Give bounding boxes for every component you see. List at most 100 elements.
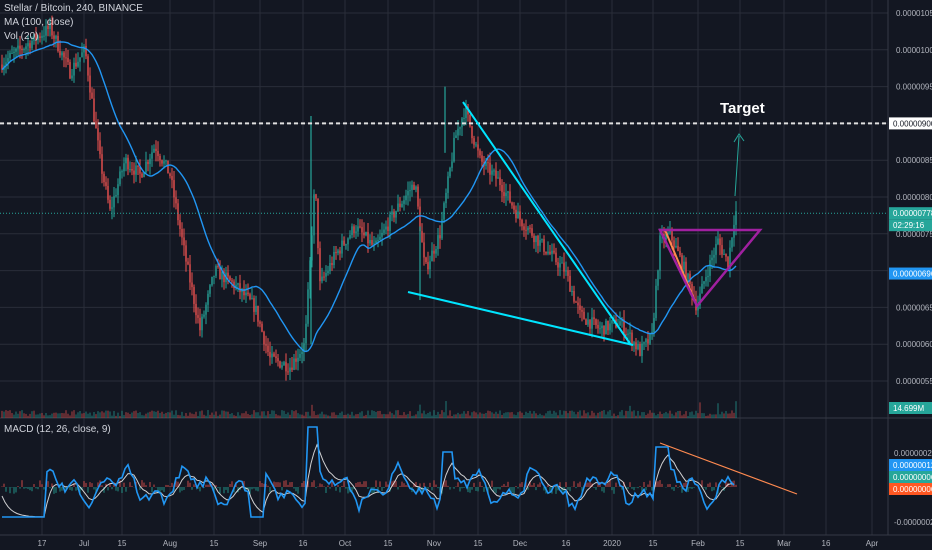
macd-hist-bar bbox=[557, 487, 559, 491]
volume-bar bbox=[329, 415, 331, 418]
macd-hist-bar bbox=[71, 487, 73, 491]
volume-bar bbox=[647, 413, 649, 418]
volume-bar bbox=[213, 414, 215, 418]
macd-hist-bar bbox=[483, 487, 485, 492]
macd-hist-bar bbox=[633, 487, 635, 491]
candle-body bbox=[57, 35, 59, 51]
volume-bar bbox=[57, 413, 59, 418]
volume-bar bbox=[669, 410, 671, 418]
candle-body bbox=[315, 194, 317, 199]
macd-hist-bar bbox=[187, 480, 189, 487]
volume-bar bbox=[557, 415, 559, 418]
macd-hist-bar bbox=[705, 487, 707, 490]
candle-body bbox=[713, 254, 715, 258]
macd-hist-bar bbox=[689, 487, 691, 489]
macd-hist-bar bbox=[515, 486, 517, 487]
macd-hist-bar bbox=[567, 487, 569, 490]
macd-hist-bar bbox=[499, 487, 501, 490]
volume-bar bbox=[223, 410, 225, 418]
macd-hist-bar bbox=[495, 487, 497, 494]
candle-body bbox=[507, 191, 509, 193]
candle-body bbox=[95, 121, 97, 129]
volume-bar bbox=[707, 415, 709, 418]
macd-hist-bar bbox=[415, 481, 417, 487]
macd-hist-bar bbox=[467, 487, 469, 493]
macd-hist-bar bbox=[13, 487, 15, 494]
macd-hist-bar bbox=[321, 484, 323, 487]
macd-hist-bar bbox=[413, 483, 415, 487]
candle-body bbox=[153, 148, 155, 153]
candle-body bbox=[347, 238, 349, 245]
volume-bar bbox=[161, 411, 163, 418]
time-tick-label: 15 bbox=[474, 539, 483, 548]
candle-body bbox=[367, 232, 369, 244]
volume-bar bbox=[433, 410, 435, 418]
macd-hist-bar bbox=[179, 487, 181, 493]
macd-hist-bar bbox=[555, 487, 557, 494]
candle-body bbox=[245, 292, 247, 296]
candle-body bbox=[29, 43, 31, 49]
volume-bar bbox=[63, 413, 65, 418]
last-price-badge-text: 0.00000778 bbox=[893, 209, 932, 218]
volume-bar bbox=[593, 412, 595, 418]
volume-bar bbox=[421, 413, 423, 418]
candle-body bbox=[683, 261, 685, 270]
volume-bar bbox=[651, 412, 653, 418]
candle-body bbox=[441, 219, 443, 239]
macd-hist-bar bbox=[367, 487, 369, 489]
macd-hist-bar bbox=[119, 480, 121, 487]
candle-body bbox=[333, 252, 335, 266]
volume-bar bbox=[451, 415, 453, 418]
candle-body bbox=[285, 362, 287, 372]
macd-hist-bar bbox=[469, 487, 471, 493]
macd-hist-bar bbox=[23, 487, 25, 489]
volume-bar bbox=[271, 410, 273, 418]
macd-hist-bar bbox=[711, 487, 713, 492]
volume-bar bbox=[619, 411, 621, 418]
volume-bar bbox=[83, 413, 85, 418]
macd-hist-bar bbox=[93, 487, 95, 490]
volume-bar bbox=[479, 412, 481, 418]
volume-bar bbox=[639, 415, 641, 418]
candle-body bbox=[657, 270, 659, 286]
volume-bar bbox=[673, 415, 675, 418]
candle-body bbox=[447, 176, 449, 193]
volume-bar bbox=[723, 413, 725, 418]
volume-bar bbox=[709, 413, 711, 418]
volume-bar bbox=[459, 414, 461, 418]
candle-body bbox=[691, 284, 693, 297]
macd-hist-bar bbox=[351, 487, 353, 492]
target-price-badge-text: 0.00000900 bbox=[893, 119, 932, 128]
volume-bar bbox=[317, 414, 319, 418]
macd-hist-bar bbox=[537, 484, 539, 487]
candle-body bbox=[593, 317, 595, 320]
candle-body bbox=[335, 252, 337, 254]
time-tick-label: 15 bbox=[649, 539, 658, 548]
macd-hist-bar bbox=[479, 481, 481, 487]
macd-hist-bar bbox=[335, 487, 337, 491]
time-tick-label: 15 bbox=[118, 539, 127, 548]
volume-bar bbox=[209, 414, 211, 418]
volume-bar bbox=[103, 412, 105, 418]
volume-bar bbox=[29, 413, 31, 418]
candle-body bbox=[19, 45, 21, 49]
candle-body bbox=[189, 264, 191, 283]
candle-body bbox=[449, 167, 451, 177]
macd-hist-bar bbox=[145, 485, 147, 487]
macd-hist-bar bbox=[531, 485, 533, 487]
macd-hist-bar bbox=[661, 483, 663, 487]
volume-bar bbox=[267, 411, 269, 418]
macd-hist-bar bbox=[503, 484, 505, 487]
time-axis: 17 Jul 15 Aug 15 Sep 16 Oct 15 Nov 15 Dec 16 2020 15 Fe… bbox=[38, 539, 879, 548]
macd-hist-bar bbox=[659, 480, 661, 487]
macd-hist-bar bbox=[331, 481, 333, 487]
volume-bar bbox=[441, 410, 443, 418]
candle-body bbox=[375, 240, 377, 244]
macd-hist-bar bbox=[159, 487, 161, 493]
volume-bar bbox=[249, 414, 251, 418]
volume-bar bbox=[667, 413, 669, 418]
volume-bar bbox=[81, 413, 83, 418]
